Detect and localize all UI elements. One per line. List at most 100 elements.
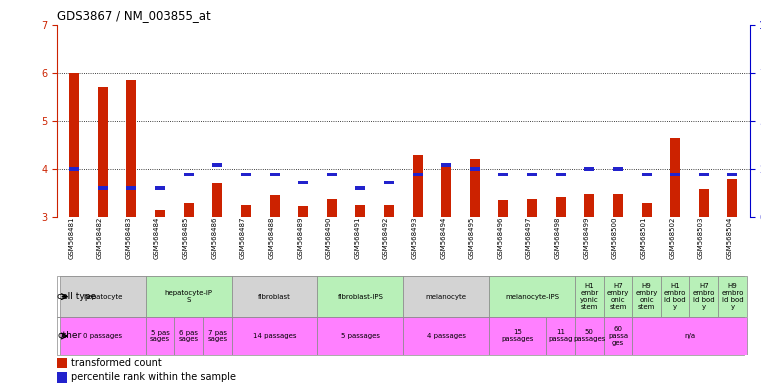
Bar [126, 80, 136, 217]
Bar [412, 155, 422, 217]
Text: n/a: n/a [684, 333, 695, 339]
Bar [212, 184, 222, 217]
Bar [317, 317, 403, 355]
Text: 6 pas
sages: 6 pas sages [179, 329, 199, 343]
Bar [632, 276, 661, 317]
Bar [60, 276, 146, 317]
Text: GSM568501: GSM568501 [641, 217, 647, 260]
Bar [212, 164, 222, 167]
Text: melanocyte: melanocyte [425, 294, 466, 300]
Bar [231, 276, 317, 317]
Text: GSM568503: GSM568503 [698, 217, 704, 260]
Bar [155, 210, 165, 217]
Text: transformed count: transformed count [71, 358, 161, 368]
Bar [613, 194, 623, 217]
Text: GSM568502: GSM568502 [669, 217, 675, 259]
Bar [489, 317, 546, 355]
Bar [231, 317, 317, 355]
Bar [498, 173, 508, 176]
Bar [575, 317, 603, 355]
Bar [527, 199, 537, 217]
Text: fibroblast-IPS: fibroblast-IPS [337, 294, 384, 300]
Bar [584, 194, 594, 217]
Bar [556, 197, 565, 217]
Text: GSM568497: GSM568497 [526, 217, 532, 260]
Bar [470, 159, 480, 217]
Text: H7
embry
onic
stem: H7 embry onic stem [607, 283, 629, 310]
Bar [441, 164, 451, 217]
Text: GSM568492: GSM568492 [383, 217, 389, 259]
Text: percentile rank within the sample: percentile rank within the sample [71, 372, 236, 382]
Bar [699, 173, 708, 176]
Text: GSM568487: GSM568487 [240, 217, 246, 260]
Bar [146, 317, 174, 355]
Bar [642, 173, 651, 176]
Text: GSM568498: GSM568498 [555, 217, 561, 260]
Bar [412, 173, 422, 176]
Bar [241, 173, 251, 176]
Bar [470, 167, 480, 170]
Text: 14 passages: 14 passages [253, 333, 296, 339]
Text: GSM568488: GSM568488 [269, 217, 275, 260]
Bar [642, 203, 651, 217]
Bar [69, 73, 79, 217]
Bar [403, 317, 489, 355]
Text: 7 pas
sages: 7 pas sages [207, 329, 228, 343]
Text: GSM568484: GSM568484 [154, 217, 160, 259]
Bar [269, 195, 279, 217]
Bar [98, 88, 108, 217]
Bar [355, 205, 365, 217]
Bar [403, 276, 489, 317]
Text: H1
embr
yonic
stem: H1 embr yonic stem [580, 283, 599, 310]
Bar [183, 203, 194, 217]
Bar [575, 276, 603, 317]
Bar [203, 317, 231, 355]
Bar [384, 205, 394, 217]
Bar [60, 317, 146, 355]
Bar [632, 317, 747, 355]
Bar [317, 276, 403, 317]
Bar [613, 167, 623, 170]
Bar [441, 164, 451, 167]
Bar [298, 207, 308, 217]
Text: GSM568482: GSM568482 [97, 217, 103, 259]
Bar [98, 187, 108, 190]
Bar [584, 167, 594, 170]
Bar [728, 173, 737, 176]
Text: GSM568485: GSM568485 [183, 217, 189, 259]
Text: GSM568493: GSM568493 [412, 217, 418, 260]
Text: melanocyte-IPS: melanocyte-IPS [505, 294, 559, 300]
Bar [699, 189, 708, 217]
Text: 15
passages: 15 passages [501, 329, 534, 343]
Bar [661, 276, 689, 317]
Bar [546, 317, 575, 355]
Bar [728, 179, 737, 217]
Bar [556, 173, 565, 176]
Bar [326, 199, 337, 217]
Bar [146, 276, 231, 317]
Bar [269, 173, 279, 176]
Bar [603, 276, 632, 317]
Bar [183, 173, 194, 176]
Text: GSM568489: GSM568489 [298, 217, 303, 260]
Text: GSM568491: GSM568491 [355, 217, 361, 260]
Text: GSM568504: GSM568504 [727, 217, 732, 259]
Bar [689, 276, 718, 317]
Bar [603, 317, 632, 355]
Bar [326, 173, 337, 176]
Bar [670, 138, 680, 217]
Text: hepatocyte-iP
S: hepatocyte-iP S [164, 290, 213, 303]
Text: 5 pas
sages: 5 pas sages [150, 329, 170, 343]
Bar [384, 181, 394, 184]
Text: GSM568494: GSM568494 [441, 217, 446, 259]
Text: GSM568500: GSM568500 [612, 217, 618, 260]
Bar [241, 205, 251, 217]
Bar [174, 317, 203, 355]
Text: GSM568496: GSM568496 [498, 217, 504, 260]
Bar [355, 187, 365, 190]
Text: cell type: cell type [57, 292, 97, 301]
Bar [155, 187, 165, 190]
Text: H1
embro
id bod
y: H1 embro id bod y [664, 283, 686, 310]
Text: fibroblast: fibroblast [258, 294, 291, 300]
Text: GSM568486: GSM568486 [212, 217, 218, 260]
